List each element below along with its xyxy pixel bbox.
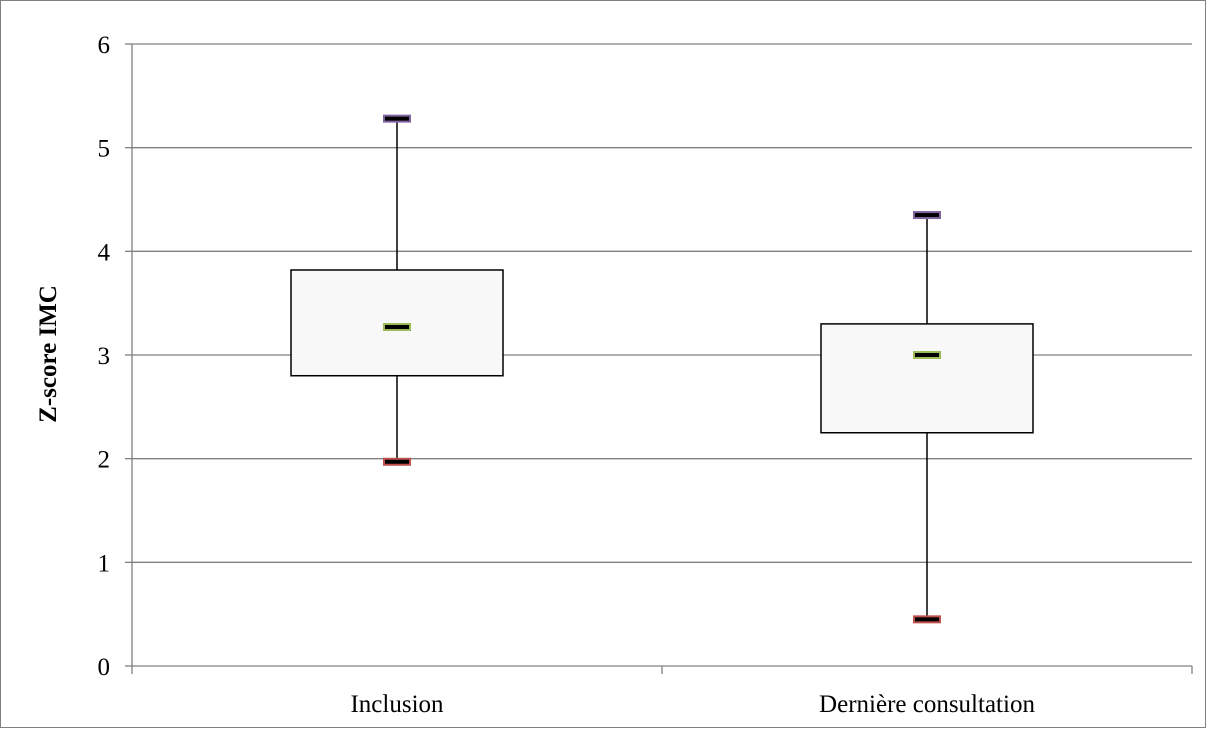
x-category-label-1: Inclusion <box>350 691 444 718</box>
box-group-2 <box>820 211 1034 624</box>
y-tick-label-0: 0 <box>98 654 111 681</box>
min-marker-1 <box>383 457 411 466</box>
y-tick-label-3: 3 <box>98 343 111 370</box>
y-tick-label-6: 6 <box>98 32 111 59</box>
y-tick-label-5: 5 <box>98 136 111 163</box>
iqr-box-1 <box>290 269 504 377</box>
y-tick-label-1: 1 <box>98 550 111 577</box>
min-marker-2 <box>913 615 941 624</box>
y-tick-label-4: 4 <box>98 239 111 266</box>
y-axis-title: Z-score IMC <box>35 285 62 423</box>
median-marker-1 <box>383 323 411 332</box>
max-marker-1 <box>383 114 411 123</box>
median-marker-2 <box>913 351 941 359</box>
max-marker-2 <box>913 211 941 220</box>
iqr-box-2 <box>820 323 1034 434</box>
box-group-1 <box>290 114 504 466</box>
x-category-label-2: Dernière consultation <box>819 691 1035 718</box>
y-tick-label-2: 2 <box>98 447 111 474</box>
axes: 0 1 2 3 4 5 6 Inclusion Dernière consultation <box>98 32 1193 718</box>
boxes <box>290 114 1034 624</box>
